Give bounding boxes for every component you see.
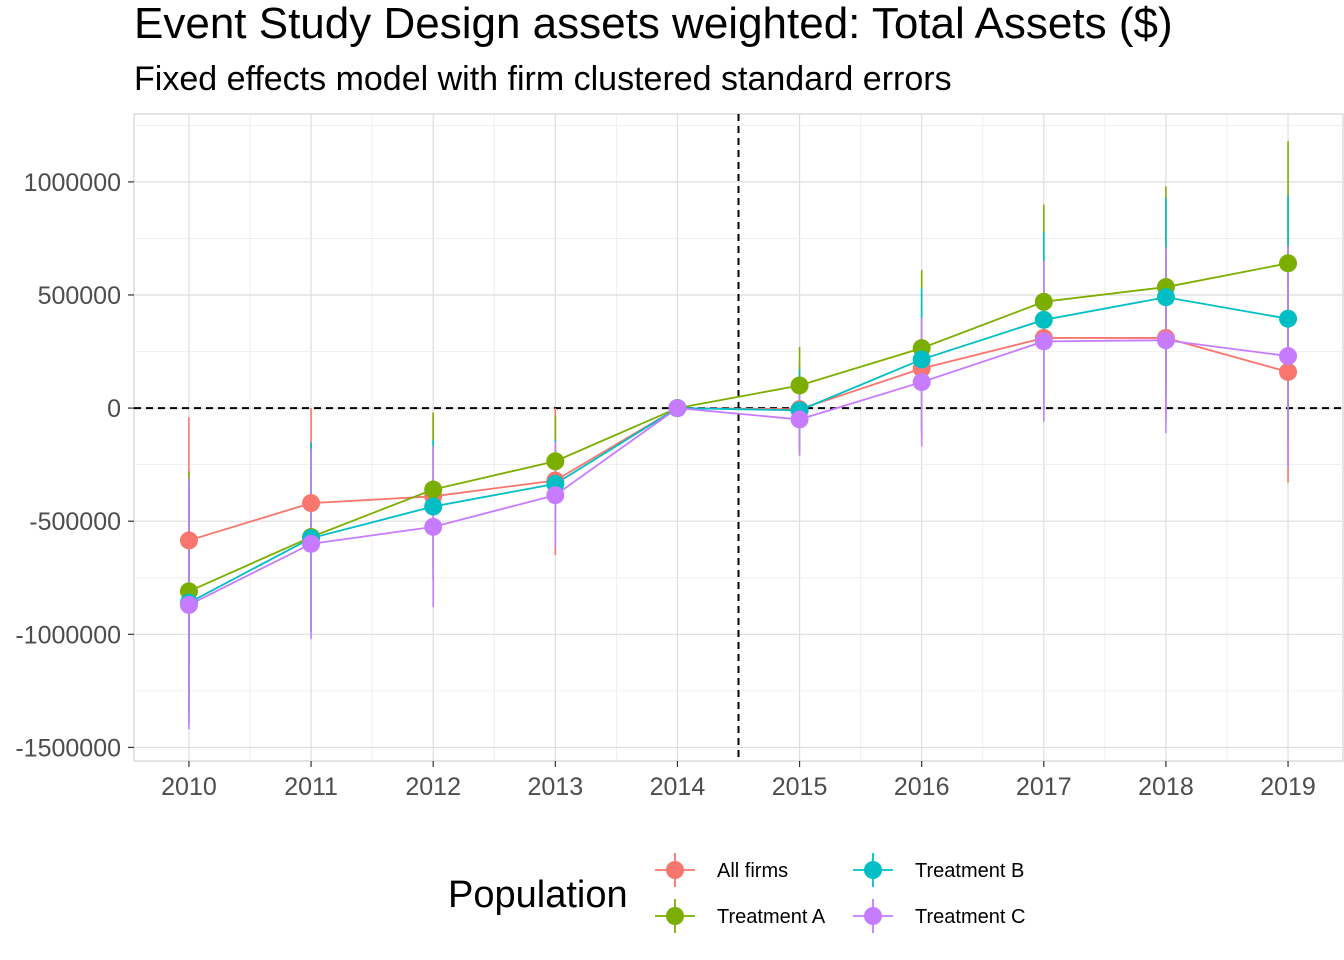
x-tick-label: 2018 xyxy=(1138,773,1194,801)
y-tick-label: -1000000 xyxy=(15,621,121,649)
x-tick-label: 2016 xyxy=(894,773,950,801)
y-tick-label: 500000 xyxy=(38,282,121,310)
data-point xyxy=(546,486,565,505)
series-line xyxy=(188,262,1289,593)
series-line xyxy=(188,296,1289,604)
legend-key-point xyxy=(864,861,882,879)
data-point xyxy=(790,410,809,429)
x-tick-label: 2011 xyxy=(284,773,338,801)
data-point xyxy=(912,373,931,392)
data-point xyxy=(1279,362,1298,381)
legend-label: Treatment B xyxy=(915,860,1024,882)
data-point xyxy=(424,497,443,516)
legend-item-treatment-c: Treatment C xyxy=(853,899,1025,933)
x-tick-label: 2019 xyxy=(1260,773,1316,801)
legend: Population All firms Treatment A Treatment… xyxy=(448,853,1025,933)
data-point xyxy=(1156,288,1175,307)
data-point xyxy=(668,399,687,418)
y-tick-label: -1500000 xyxy=(15,734,121,762)
data-point xyxy=(1279,309,1298,328)
data-point xyxy=(1034,332,1053,351)
legend-key-point xyxy=(666,907,684,925)
x-tick-label: 2013 xyxy=(528,773,584,801)
legend-item-treatment-b: Treatment B xyxy=(853,853,1024,887)
x-tick-label: 2010 xyxy=(161,773,217,801)
data-point xyxy=(302,534,321,553)
legend-title: Population xyxy=(448,874,628,916)
points-treatment-c xyxy=(179,331,1298,614)
data-point xyxy=(424,480,443,499)
data-point xyxy=(179,531,198,550)
x-tick-label: 2012 xyxy=(405,773,461,801)
legend-label: Treatment A xyxy=(717,906,826,928)
x-tick-label: 2017 xyxy=(1016,773,1072,801)
legend-item-treatment-a: Treatment A xyxy=(655,899,826,933)
x-tick-label: 2015 xyxy=(772,773,828,801)
data-point xyxy=(1156,331,1175,350)
y-tick-label: 1000000 xyxy=(24,169,121,197)
y-tick-label: -500000 xyxy=(29,508,121,536)
data-point xyxy=(1279,347,1298,366)
data-point xyxy=(546,452,565,471)
data-point xyxy=(790,376,809,395)
data-point xyxy=(1034,310,1053,329)
data-point xyxy=(302,494,321,513)
legend-key-point xyxy=(666,861,684,879)
data-point xyxy=(1034,292,1053,311)
x-tick-label: 2014 xyxy=(650,773,706,801)
data-point xyxy=(424,517,443,536)
series-line xyxy=(188,339,1289,606)
series xyxy=(179,141,1298,730)
data-point xyxy=(912,350,931,369)
legend-label: All firms xyxy=(717,860,788,882)
legend-key-point xyxy=(864,907,882,925)
data-point xyxy=(179,595,198,614)
chart-title: Event Study Design assets weighted: Tota… xyxy=(134,0,1173,48)
legend-label: Treatment C xyxy=(915,906,1025,928)
legend-item-all-firms: All firms xyxy=(655,853,788,887)
y-tick-label: 0 xyxy=(107,395,121,423)
chart-subtitle: Fixed effects model with firm clustered … xyxy=(134,60,952,98)
data-point xyxy=(1279,254,1298,273)
axes: 2010 2011 2012 2013 2014 2015 2016 2017 2018 2019… xyxy=(15,169,1316,801)
